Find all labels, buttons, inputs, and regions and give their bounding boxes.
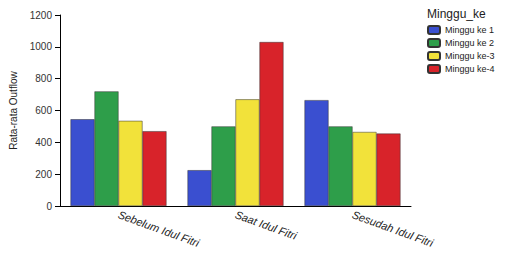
svg-text:Sesudah Idul Fitri: Sesudah Idul Fitri (350, 208, 435, 249)
svg-text:200: 200 (35, 169, 52, 180)
svg-text:Sebelum Idul Fitri: Sebelum Idul Fitri (116, 208, 201, 249)
svg-text:600: 600 (35, 105, 52, 116)
svg-text:Minggu ke-4: Minggu ke-4 (445, 64, 495, 74)
svg-text:1000: 1000 (30, 41, 53, 52)
svg-text:Minggu ke-3: Minggu ke-3 (445, 51, 495, 61)
svg-text:1200: 1200 (30, 10, 53, 21)
svg-text:400: 400 (35, 137, 52, 148)
svg-text:800: 800 (35, 73, 52, 84)
svg-text:Saat Idul Fitri: Saat Idul Fitri (233, 208, 299, 242)
svg-text:Rata-rata Outflow: Rata-rata Outflow (8, 71, 19, 150)
svg-text:Minggu ke 1: Minggu ke 1 (445, 25, 494, 35)
svg-text:Minggu ke 2: Minggu ke 2 (445, 38, 494, 48)
svg-text:0: 0 (46, 201, 52, 212)
svg-text:Minggu_ke: Minggu_ke (427, 7, 486, 21)
